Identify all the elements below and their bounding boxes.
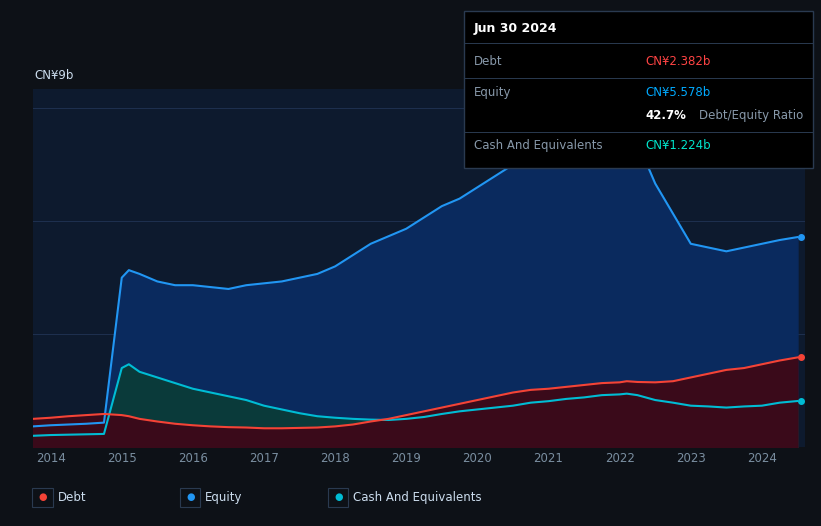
- Text: ●: ●: [186, 492, 195, 502]
- Text: CN¥9b: CN¥9b: [34, 69, 74, 82]
- Text: CN¥5.578b: CN¥5.578b: [645, 86, 710, 99]
- Text: 42.7%: 42.7%: [645, 109, 686, 122]
- Text: CN¥0: CN¥0: [34, 430, 67, 443]
- Text: Equity: Equity: [474, 86, 511, 99]
- Text: ●: ●: [334, 492, 342, 502]
- Text: CN¥1.224b: CN¥1.224b: [645, 139, 711, 152]
- Text: Cash And Equivalents: Cash And Equivalents: [474, 139, 603, 152]
- Text: Equity: Equity: [205, 491, 243, 503]
- Text: Cash And Equivalents: Cash And Equivalents: [353, 491, 482, 503]
- Text: Jun 30 2024: Jun 30 2024: [474, 22, 557, 35]
- Text: Debt: Debt: [474, 55, 502, 68]
- Text: Debt: Debt: [57, 491, 86, 503]
- Text: CN¥2.382b: CN¥2.382b: [645, 55, 711, 68]
- Text: ●: ●: [39, 492, 47, 502]
- Text: Debt/Equity Ratio: Debt/Equity Ratio: [699, 109, 803, 122]
